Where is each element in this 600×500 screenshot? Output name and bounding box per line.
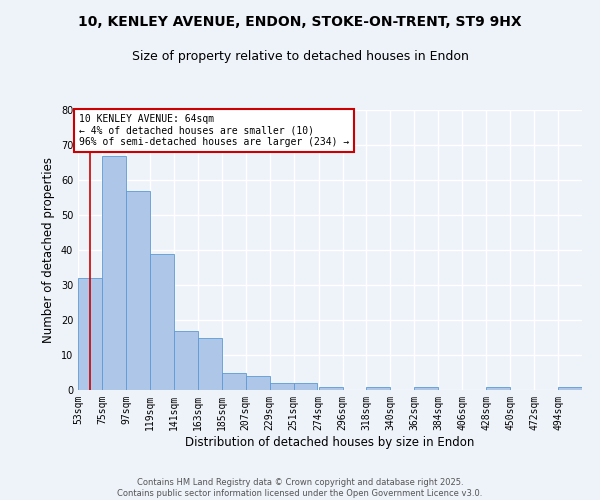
Bar: [174, 330, 198, 390]
Bar: [102, 156, 126, 390]
Bar: [558, 386, 582, 390]
Bar: [245, 376, 269, 390]
Text: Size of property relative to detached houses in Endon: Size of property relative to detached ho…: [131, 50, 469, 63]
Bar: [319, 386, 343, 390]
Bar: [126, 190, 150, 390]
Text: 10, KENLEY AVENUE, ENDON, STOKE-ON-TRENT, ST9 9HX: 10, KENLEY AVENUE, ENDON, STOKE-ON-TRENT…: [78, 15, 522, 29]
Bar: [150, 254, 174, 390]
Bar: [78, 278, 102, 390]
Bar: [221, 372, 245, 390]
Bar: [415, 386, 439, 390]
Y-axis label: Number of detached properties: Number of detached properties: [42, 157, 55, 343]
X-axis label: Distribution of detached houses by size in Endon: Distribution of detached houses by size …: [185, 436, 475, 448]
Bar: [367, 386, 391, 390]
Bar: [486, 386, 510, 390]
Text: 10 KENLEY AVENUE: 64sqm
← 4% of detached houses are smaller (10)
96% of semi-det: 10 KENLEY AVENUE: 64sqm ← 4% of detached…: [79, 114, 349, 146]
Bar: [269, 383, 293, 390]
Bar: [198, 338, 221, 390]
Text: Contains HM Land Registry data © Crown copyright and database right 2025.
Contai: Contains HM Land Registry data © Crown c…: [118, 478, 482, 498]
Bar: [293, 383, 317, 390]
